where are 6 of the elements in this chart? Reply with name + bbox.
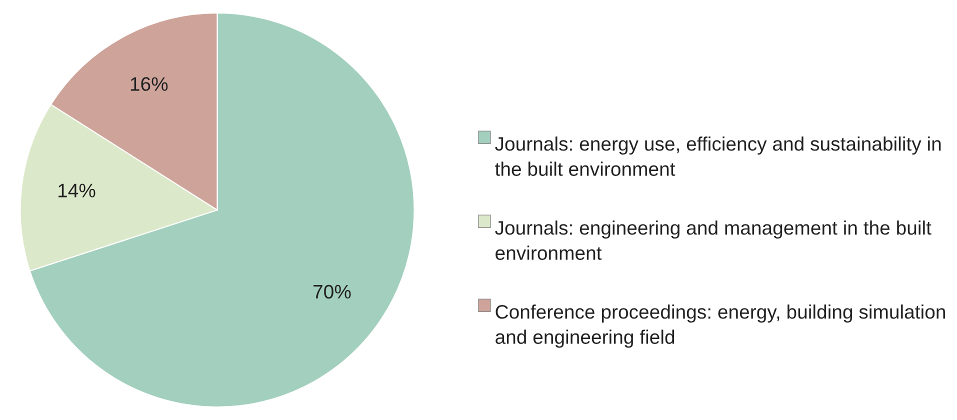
legend-label: Journals: energy use, efficiency and sustainability in the built environment	[495, 136, 941, 176]
data-label: 16%	[130, 77, 168, 91]
legend-label: Journals: engineering and management in the built environment	[495, 220, 932, 260]
legend-label: Conference proceedings: energy, building simulation and engineering field	[496, 304, 945, 348]
data-label: 14%	[58, 184, 96, 198]
data-label: 70%	[314, 284, 351, 299]
